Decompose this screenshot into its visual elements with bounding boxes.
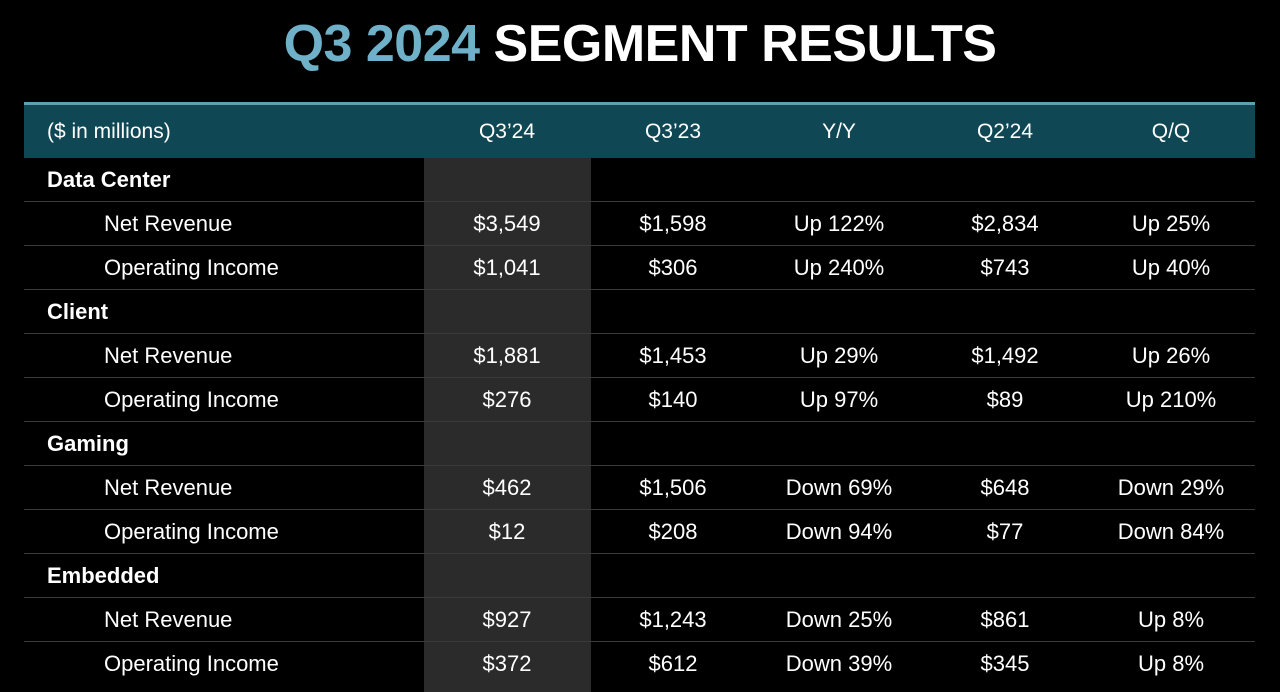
table-cell: $77 xyxy=(986,518,1024,544)
table-cell: $861 xyxy=(980,606,1030,632)
row-label: Net Revenue xyxy=(104,474,233,500)
table-cell: Down 25% xyxy=(785,606,893,632)
table-cell: Up 97% xyxy=(799,386,879,412)
table-row: Operating Income $276 $140 Up 97% $89 Up 210% xyxy=(24,378,1255,422)
table-cell: Up 8% xyxy=(1137,606,1205,632)
table-cell: $89 xyxy=(986,386,1024,412)
table-cell: Down 39% xyxy=(785,651,893,676)
row-label: Operating Income xyxy=(104,651,279,676)
table-cell: $1,453 xyxy=(639,342,707,368)
current-quarter-highlight xyxy=(424,158,591,692)
table-row: Operating Income $1,041 $306 Up 240% $743 Up … xyxy=(24,246,1255,290)
table-cell: Up 29% xyxy=(799,342,879,368)
table-cell: Up 8% xyxy=(1137,651,1205,676)
units-label: ($ in millions) xyxy=(47,119,171,143)
column-header-q3-24: Q3’24 xyxy=(478,119,536,143)
table-row: Operating Income $372 $612 Down 39% $345 Up 8… xyxy=(24,642,1255,686)
table-row: Net Revenue $1,881 $1,453 Up 29% $1,492 Up 26… xyxy=(24,334,1255,378)
table-cell: Down 29% xyxy=(1117,474,1225,500)
table-cell: $1,506 xyxy=(639,474,707,500)
row-label: Net Revenue xyxy=(104,342,233,368)
table-cell: $140 xyxy=(648,386,698,412)
column-header-yy: Y/Y xyxy=(822,119,856,143)
table-row: Operating Income $12 $208 Down 94% $77 Down 8… xyxy=(24,510,1255,554)
table-cell: $927 xyxy=(482,606,532,632)
row-label: Operating Income xyxy=(104,518,279,544)
row-label: Net Revenue xyxy=(104,210,233,236)
section-row: Client xyxy=(24,290,1255,334)
table-cell: $1,881 xyxy=(473,342,541,368)
page-title: Q3 2024 SEGMENT RESULTS xyxy=(0,12,1280,76)
section-label: Gaming xyxy=(47,430,129,456)
row-label: Operating Income xyxy=(104,254,279,280)
column-header-q3-23: Q3’23 xyxy=(644,119,702,143)
title-period: Q3 2024 xyxy=(283,15,481,73)
table-cell: Up 25% xyxy=(1131,210,1211,236)
row-label: Net Revenue xyxy=(104,606,233,632)
section-row: Data Center xyxy=(24,158,1255,202)
section-label: Data Center xyxy=(47,166,171,192)
table-row: Net Revenue $462 $1,506 Down 69% $648 Down 29… xyxy=(24,466,1255,510)
table-cell: $1,041 xyxy=(473,254,541,280)
table-cell: $1,492 xyxy=(971,342,1039,368)
table-cell: $3,549 xyxy=(473,210,541,236)
table-cell: Up 122% xyxy=(793,210,885,236)
table-row: Net Revenue $3,549 $1,598 Up 122% $2,834 Up 2… xyxy=(24,202,1255,246)
table-cell: Up 240% xyxy=(793,254,885,280)
column-header-qq: Q/Q xyxy=(1151,119,1191,143)
table-body: Data Center Net Revenue $3,549 $1,598 Up 122… xyxy=(24,158,1255,686)
section-label: Client xyxy=(47,298,109,324)
table-cell: $372 xyxy=(482,651,532,676)
table-cell: $12 xyxy=(488,518,526,544)
table-cell: $1,243 xyxy=(639,606,707,632)
table-cell: Down 94% xyxy=(785,518,893,544)
table-cell: $1,598 xyxy=(639,210,707,236)
table-cell: Up 210% xyxy=(1125,386,1217,412)
column-header-q2-24: Q2’24 xyxy=(976,119,1034,143)
segment-results-table: ($ in millions) Q3’24 Q3’23 Y/Y Q2’24 Q/… xyxy=(24,102,1255,692)
table-cell: $743 xyxy=(980,254,1030,280)
table-cell: $276 xyxy=(482,386,532,412)
table-cell: $208 xyxy=(648,518,698,544)
table-cell: Down 84% xyxy=(1117,518,1225,544)
table-row: Net Revenue $927 $1,243 Down 25% $861 Up 8% xyxy=(24,598,1255,642)
table-cell: $462 xyxy=(482,474,532,500)
table-cell: $612 xyxy=(648,651,698,676)
section-row: Gaming xyxy=(24,422,1255,466)
title-text: SEGMENT RESULTS xyxy=(493,15,997,73)
table-cell: $648 xyxy=(980,474,1030,500)
table-header: ($ in millions) Q3’24 Q3’23 Y/Y Q2’24 Q/… xyxy=(24,102,1255,158)
table-cell: $306 xyxy=(648,254,698,280)
section-row: Embedded xyxy=(24,554,1255,598)
table-cell: $345 xyxy=(980,651,1030,676)
row-label: Operating Income xyxy=(104,386,279,412)
table-cell: Up 26% xyxy=(1131,342,1211,368)
section-label: Embedded xyxy=(47,562,160,588)
table-cell: $2,834 xyxy=(971,210,1039,236)
table-cell: Down 69% xyxy=(785,474,893,500)
table-cell: Up 40% xyxy=(1131,254,1211,280)
